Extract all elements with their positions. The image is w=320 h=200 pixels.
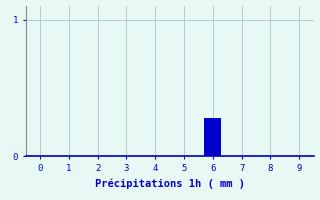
Bar — [204, 118, 221, 156]
X-axis label: Précipitations 1h ( mm ): Précipitations 1h ( mm ) — [95, 178, 244, 189]
